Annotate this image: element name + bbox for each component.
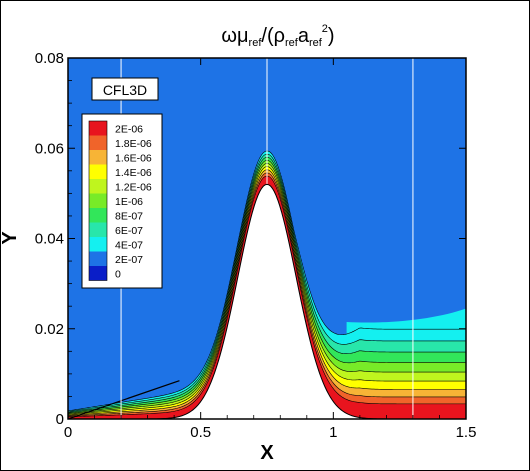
legend-swatch [89, 150, 107, 165]
legend-swatch [89, 222, 107, 237]
x-tick-label: 0 [64, 424, 72, 441]
legend-swatch [89, 193, 107, 208]
legend-swatch [89, 164, 107, 179]
legend-label: 0 [115, 268, 121, 280]
x-axis: 0 0.5 1 1.5 [64, 58, 477, 441]
chart-title: ωμref/(ρrefaref2) [221, 23, 334, 49]
legend-label: 4E-07 [115, 239, 143, 251]
y-axis: 0 0.02 0.04 0.06 0.08 [35, 50, 466, 428]
legend-swatch [89, 208, 107, 223]
x-axis-label: X [260, 442, 274, 464]
legend-swatch [89, 135, 107, 150]
x-tick-label: 0.5 [190, 424, 211, 441]
solver-label-box: CFL3D [91, 77, 159, 101]
legend-label: 6E-07 [115, 225, 143, 237]
legend-label: 1.4E-06 [115, 167, 152, 179]
y-tick-label: 0.04 [35, 231, 64, 248]
legend-colorbar-frame [88, 120, 108, 281]
y-axis-label: Y [0, 231, 21, 245]
y-tick-label: 0 [56, 411, 64, 428]
y-tick-label: 0.08 [35, 50, 64, 67]
solver-label-frame [91, 77, 159, 101]
legend-label: 2E-06 [115, 123, 143, 135]
solver-label: CFL3D [103, 82, 147, 98]
legend-swatch [89, 266, 107, 281]
x-tick-label: 1 [329, 424, 337, 441]
legend-swatch [89, 179, 107, 194]
y-tick-label: 0.02 [35, 321, 64, 338]
legend-label: 1.8E-06 [115, 138, 152, 150]
legend-swatch [89, 237, 107, 252]
y-tick-label: 0.06 [35, 140, 64, 157]
legend-label: 1E-06 [115, 196, 143, 208]
legend-swatch [89, 121, 107, 136]
legend-label: 8E-07 [115, 210, 143, 222]
leading-edge-line [68, 380, 180, 419]
legend-label: 1.2E-06 [115, 181, 152, 193]
legend-swatch [89, 251, 107, 266]
x-tick-label: 1.5 [456, 424, 477, 441]
plot-area [68, 58, 466, 419]
legend-label: 1.6E-06 [115, 152, 152, 164]
contour-legend: 2E-06 1.8E-06 1.6E-06 1.4E-06 1.2E-06 1E-06 8E… [81, 113, 163, 289]
legend-label: 2E-07 [115, 254, 143, 266]
